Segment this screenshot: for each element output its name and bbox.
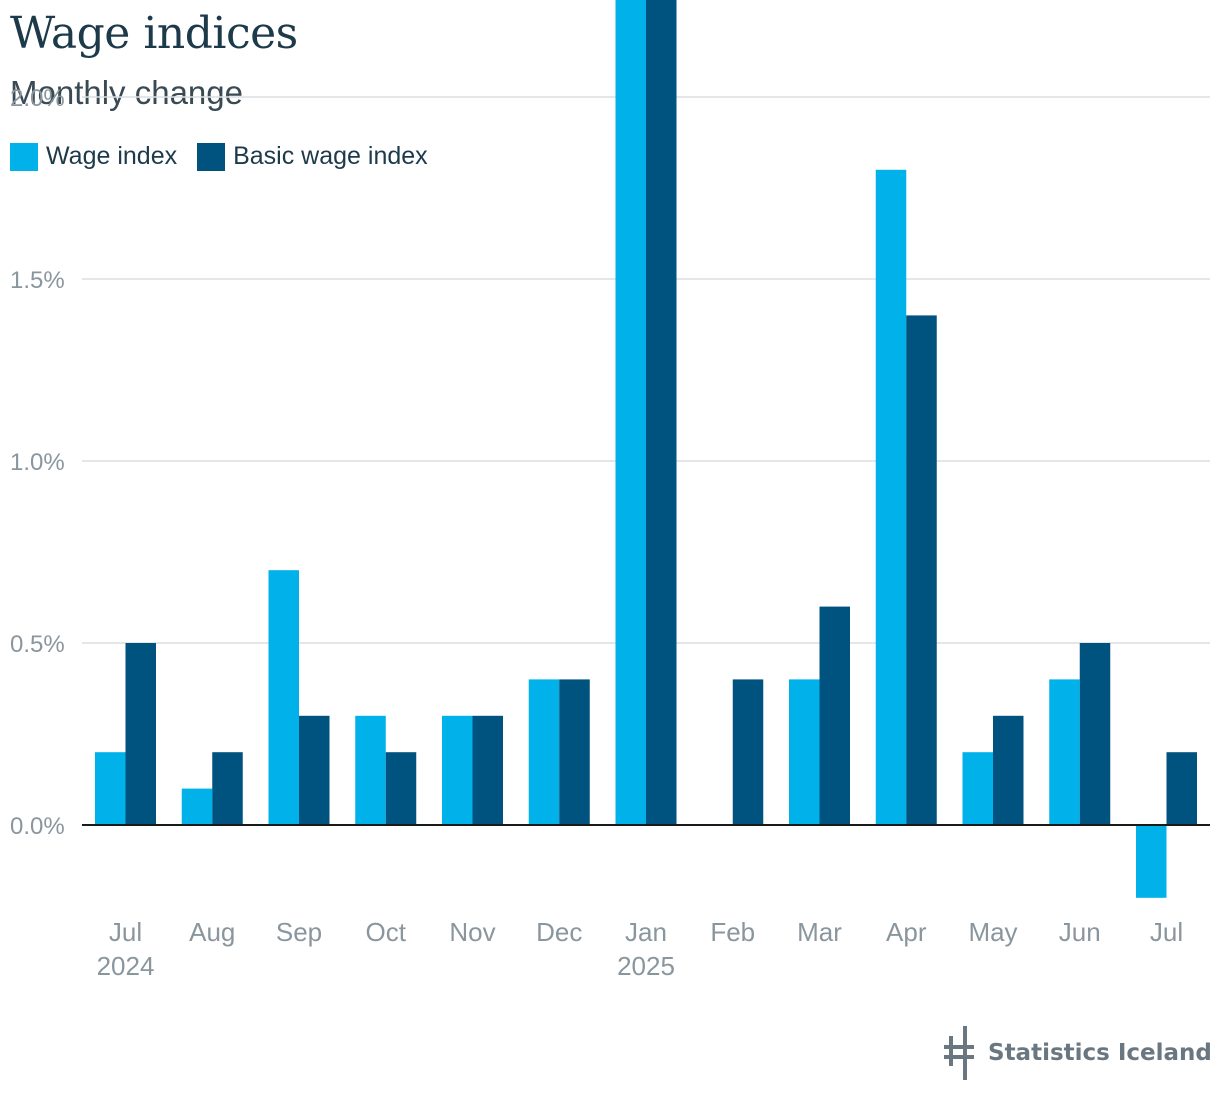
y-tick-label: 1.5% bbox=[10, 267, 65, 294]
x-tick-label: Oct bbox=[366, 917, 407, 947]
legend-item-wage-index[interactable]: Wage index bbox=[10, 142, 177, 171]
legend: Wage index Basic wage index bbox=[10, 142, 428, 171]
x-tick-label: Apr bbox=[886, 917, 927, 947]
y-tick-label: 1.0% bbox=[10, 449, 65, 476]
source-logo: Statistics Iceland bbox=[944, 1026, 1212, 1080]
bar-basic-wage-index bbox=[212, 752, 243, 825]
legend-label-basic-wage-index: Basic wage index bbox=[233, 142, 428, 170]
bar-basic-wage-index bbox=[993, 715, 1024, 825]
bar-wage-index bbox=[268, 570, 299, 825]
bar-wage-index bbox=[962, 752, 993, 825]
bar-wage-index bbox=[875, 169, 907, 826]
x-tick-label: Jun bbox=[1059, 917, 1101, 947]
bar-basic-wage-index bbox=[385, 752, 417, 825]
bar-basic-wage-index bbox=[819, 606, 850, 825]
x-tick-label: Feb bbox=[710, 917, 755, 947]
bar-wage-index bbox=[789, 679, 820, 825]
bar-wage-index bbox=[95, 752, 126, 825]
bar-basic-wage-index bbox=[472, 715, 503, 825]
bar-basic-wage-index bbox=[732, 679, 764, 825]
x-tick-label: May bbox=[968, 917, 1017, 947]
chart-subtitle: Monthly change bbox=[10, 74, 243, 111]
source-name: Statistics Iceland bbox=[988, 1040, 1212, 1066]
bar-basic-wage-index bbox=[1079, 643, 1111, 825]
x-tick-label: Dec bbox=[536, 917, 582, 947]
x-tick-label: Jul bbox=[109, 917, 142, 947]
x-tick-year-label: 2025 bbox=[617, 951, 675, 981]
x-tick-label: Sep bbox=[276, 917, 322, 947]
bar-basic-wage-index bbox=[299, 715, 330, 825]
bar-basic-wage-index bbox=[559, 679, 590, 825]
x-tick-label: Jan bbox=[625, 917, 667, 947]
statistics-iceland-logo-icon bbox=[944, 1026, 974, 1080]
y-tick-label: 0.0% bbox=[10, 813, 65, 840]
y-tick-label: 0.5% bbox=[10, 631, 65, 658]
legend-swatch-wage-index bbox=[10, 142, 38, 171]
legend-label-wage-index: Wage index bbox=[46, 142, 178, 170]
x-tick-label: Jul bbox=[1150, 917, 1183, 947]
x-tick-label: Aug bbox=[189, 917, 235, 947]
bar-wage-index bbox=[355, 715, 386, 825]
bar-wage-index bbox=[1049, 679, 1080, 825]
bar-basic-wage-index bbox=[646, 0, 677, 825]
bar-basic-wage-index bbox=[1166, 752, 1197, 825]
bar-basic-wage-index bbox=[906, 315, 937, 825]
legend-item-basic-wage-index[interactable]: Basic wage index bbox=[197, 142, 428, 171]
bar-wage-index bbox=[528, 679, 560, 825]
bar-wage-index bbox=[1136, 825, 1167, 898]
x-tick-label: Mar bbox=[797, 917, 842, 947]
bar-wage-index bbox=[615, 0, 646, 826]
bar-basic-wage-index bbox=[125, 643, 156, 825]
bar-wage-index bbox=[181, 788, 213, 825]
bar-chart: 0.0%0.5%1.0%1.5%2.0%2.5%3.0%Jul2024AugSe… bbox=[10, 0, 1210, 981]
x-tick-label: Nov bbox=[449, 917, 495, 947]
x-tick-year-label: 2024 bbox=[97, 951, 155, 981]
y-tick-label: 2.0% bbox=[10, 85, 65, 112]
legend-swatch-basic-wage-index bbox=[197, 142, 226, 171]
chart-title: Wage indices bbox=[10, 8, 298, 59]
bar-wage-index bbox=[442, 715, 473, 825]
